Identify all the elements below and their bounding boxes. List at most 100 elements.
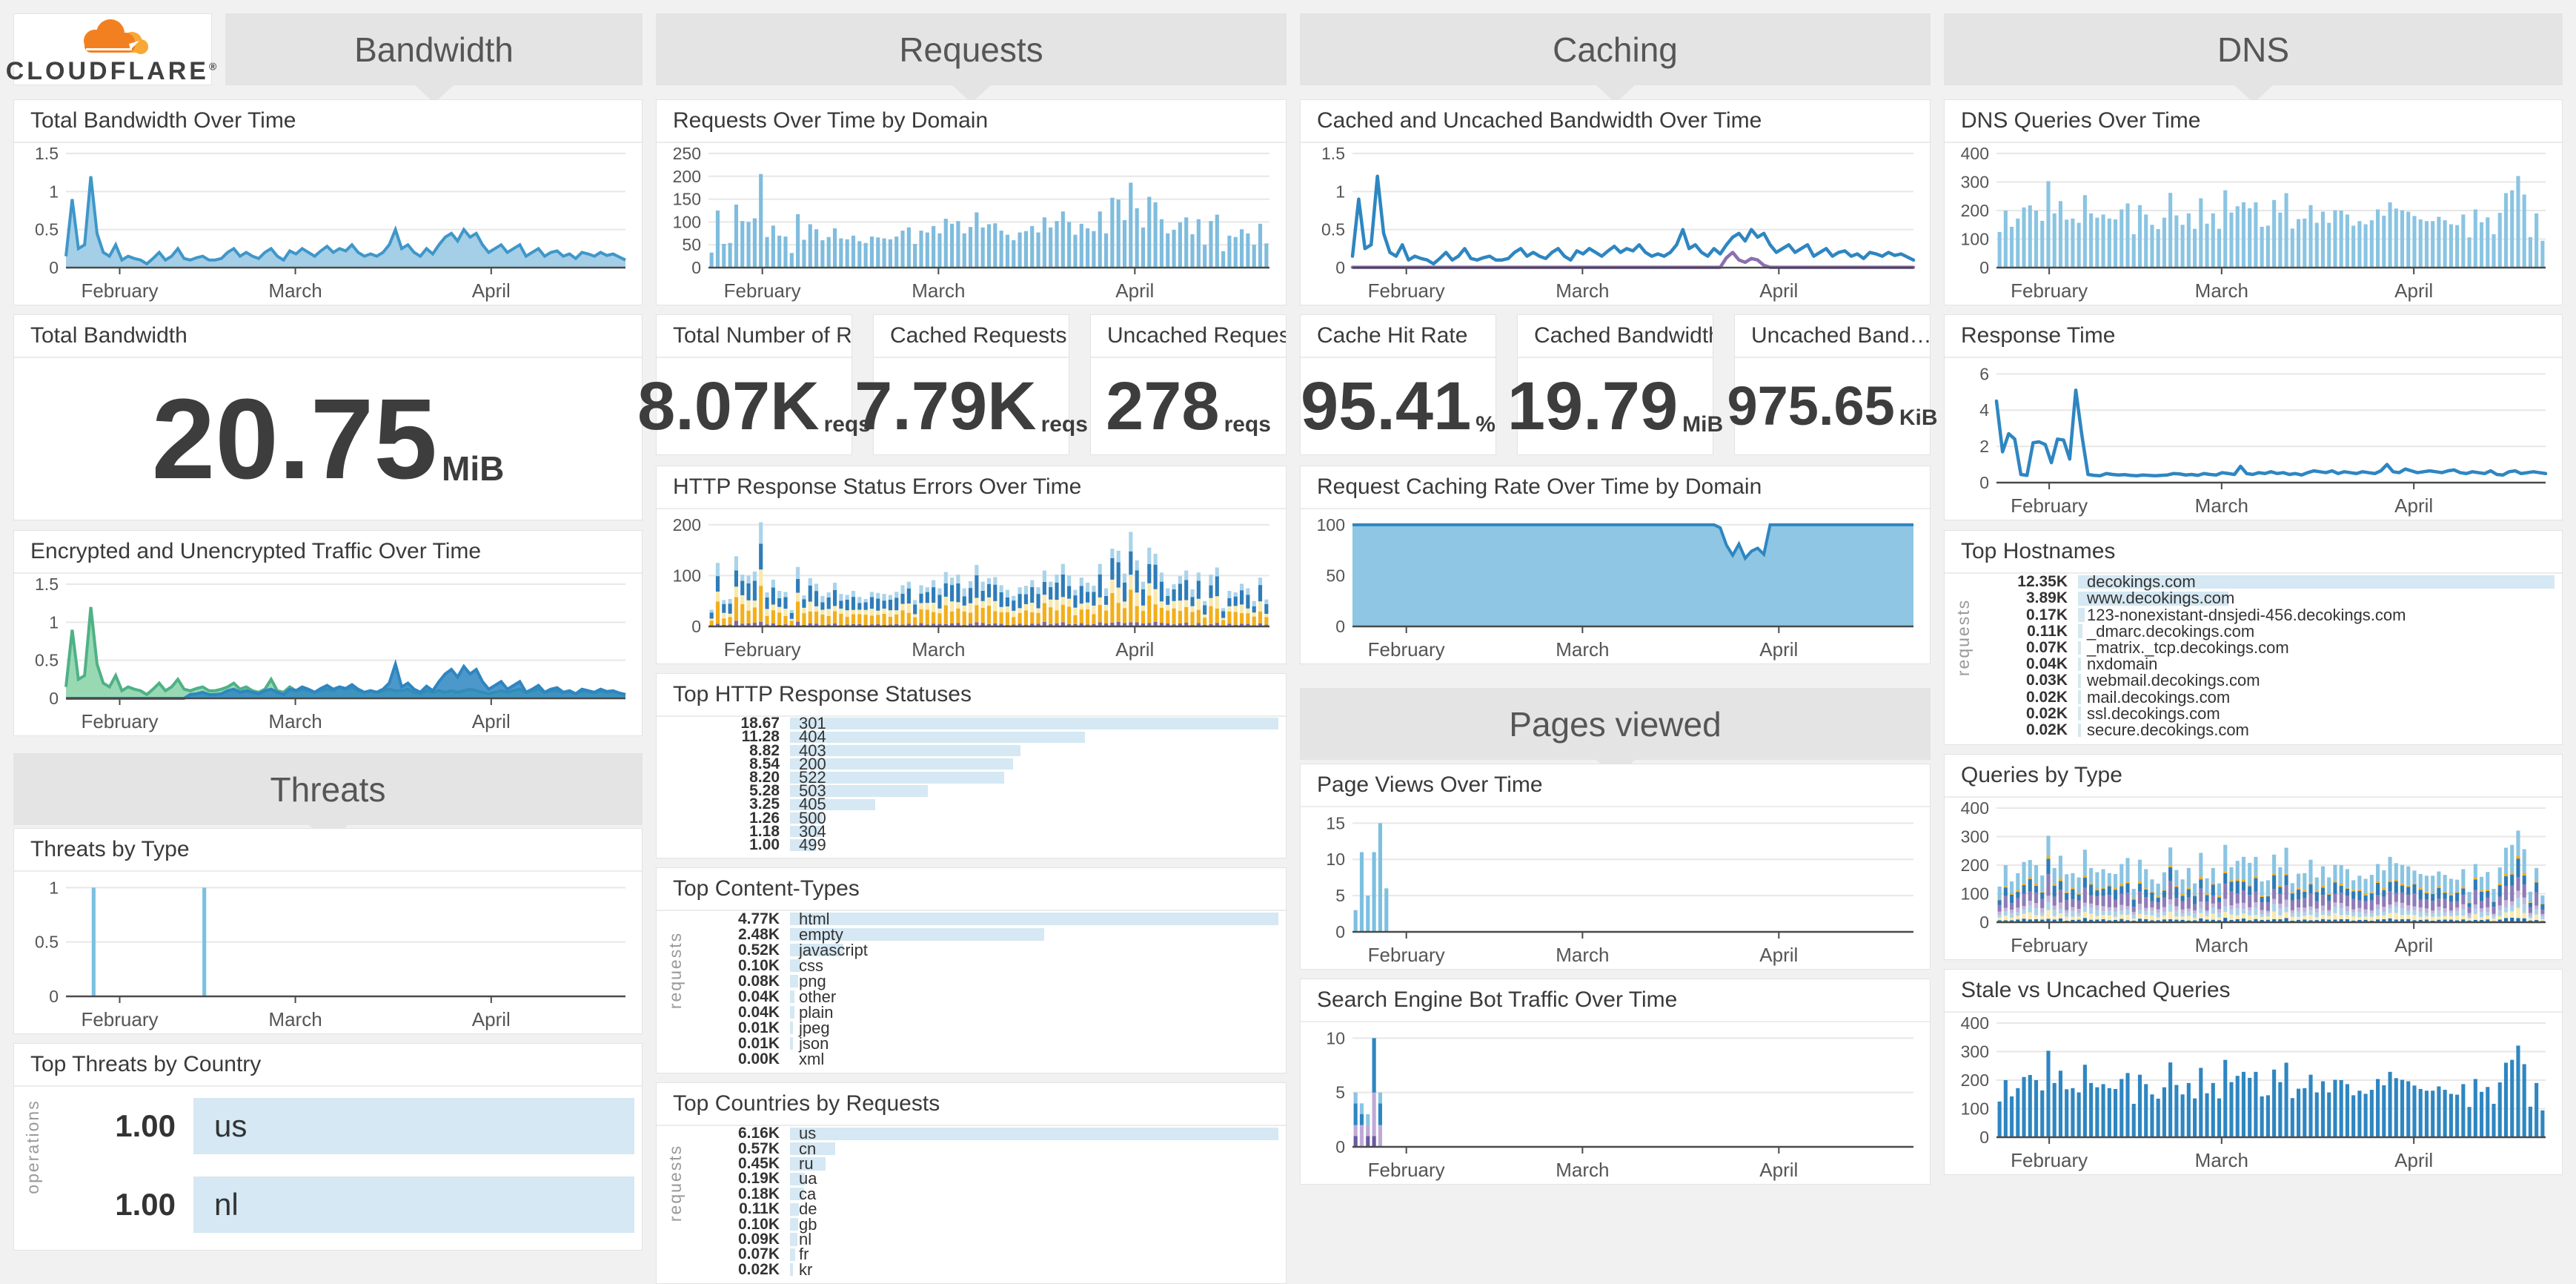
panel-cache-hit-rate: Cache Hit Rate 95.41 % [1300,314,1496,455]
list-item-label: ua [799,1169,817,1188]
list-item-bar: jpeg [790,1019,1278,1037]
list-item: 0.07K _matrix._tcp.decokings.com [1988,638,2555,657]
total-bandwidth-over-time-chart[interactable]: 0 0.5 1 1.5 February March April [17,143,639,303]
list-item-value: 0.18K [737,1185,780,1202]
list-item-bar: 522 [790,768,1278,787]
list-item-bar: webmail.decokings.com [2078,671,2555,689]
metric-unit: MiB [442,449,505,488]
svg-text:100: 100 [1961,230,1989,249]
svg-text:April: April [2394,934,2433,956]
svg-text:March: March [2195,934,2248,956]
section-header-requests: Requests [656,13,1287,103]
svg-text:March: March [1556,1159,1609,1181]
panel-stale-uncached-queries: Stale vs Uncached Queries 0 100 200 300 400 F… [1944,969,2563,1175]
list-item-bar: de [790,1199,1278,1218]
svg-text:1.5: 1.5 [35,144,59,163]
svg-text:April: April [472,1008,511,1030]
list-item: 0.10K css [700,956,1278,975]
panel-top-content-types: Top Content-Types 4.77K html 2.48K empty 0.5… [656,867,1287,1073]
list-item: 1.00 us [57,1087,634,1165]
panel-title: Requests Over Time by Domain [657,100,1286,143]
svg-text:February: February [724,279,801,302]
list-item-label: ssl.decokings.com [2087,704,2220,723]
list-item-bar: png [790,972,1278,990]
svg-text:100: 100 [1961,1099,1989,1119]
panel-title: Top Hostnames [1945,531,2562,574]
total-requests-value-card: 8.07K reqs [637,358,871,454]
list-item-bar: mail.decokings.com [2078,688,2555,706]
y-axis-label: operations [23,1099,42,1194]
section-header-pages-viewed-label: Pages viewed [1509,704,1722,744]
y-axis-label: requests [1953,598,1973,677]
dns-queries-chart[interactable]: 0 100 200 300 400 February March April [1948,143,2559,303]
metric-unit: MiB [1682,412,1724,437]
section-header-pages-viewed: Pages viewed [1300,688,1931,778]
list-item-bar: css [790,956,1278,975]
page-views-chart[interactable]: 0 5 10 15 February March April [1304,807,1927,967]
list-item-value: 3.89K [2025,589,2068,607]
metric-unit: KiB [1899,406,1938,430]
request-caching-rate-chart[interactable]: 0 50 100 February March April [1304,509,1927,662]
list-item-bar: 499 [790,835,1278,854]
list-item: 0.45K ru [700,1154,1278,1173]
encrypted-unencrypted-traffic-chart[interactable]: 0 0.5 1 1.5 February March April [17,574,639,734]
list-item-value: 8.54 [749,755,780,772]
list-item-label: 404 [799,727,826,747]
svg-text:April: April [1759,279,1798,302]
http-response-errors-chart[interactable]: 0 100 200 February March April [660,509,1283,662]
svg-text:February: February [81,1008,158,1030]
panel-title: Top Threats by Country [14,1044,642,1087]
section-header-bandwidth-label: Bandwidth [354,30,514,69]
svg-text:February: February [2011,494,2088,517]
top-countries-list: 6.16K us 0.57K cn 0.45K ru 0.19K ua 0.18K ca 0.11K… [663,1124,1278,1279]
list-item-value: 1.00 [115,1187,176,1222]
list-item-bar: javascript [790,941,1278,959]
requests-over-time-chart[interactable]: 0 50 100 150 200 250 February March April [660,143,1283,303]
svg-text:March: March [2195,494,2248,517]
response-time-chart[interactable]: 0 2 4 6 February March April [1948,358,2559,518]
list-item: 0.04K other [700,987,1278,1006]
list-item-bar: xml [790,1050,1278,1068]
list-item-value: 0.00K [737,1050,780,1068]
svg-text:1.5: 1.5 [1321,144,1345,163]
svg-text:0: 0 [1979,258,1989,277]
list-item-bar: fr [790,1245,1278,1263]
list-item: 2.48K empty [700,925,1278,944]
uncached-requests-value-card: 278 reqs [1091,358,1286,454]
svg-text:March: March [1556,638,1609,661]
stale-uncached-queries-chart[interactable]: 0 100 200 300 400 February March April [1948,1013,2559,1173]
svg-text:4: 4 [1979,400,1989,420]
svg-text:50: 50 [1326,566,1345,585]
list-item-value: 0.02K [2025,721,2068,738]
list-item: 8.20 522 [700,768,1278,787]
list-item: 4.77K html [700,910,1278,928]
list-item-value: 11.28 [741,728,780,746]
svg-text:1: 1 [49,182,59,201]
list-item-label: nl [214,1187,239,1222]
list-item-bar: kr [790,1260,1278,1279]
svg-text:300: 300 [1961,1042,1989,1062]
threats-by-type-chart[interactable]: 0 0.5 1 February March April [17,872,639,1032]
panel-title: HTTP Response Status Errors Over Time [657,466,1286,509]
panel-queries-by-type: Queries by Type 0 100 200 300 400 February Mar… [1944,754,2563,960]
section-header-requests-label: Requests [899,30,1043,69]
cached-uncached-bandwidth-chart[interactable]: 0 0.5 1 1.5 February March April [1304,143,1927,303]
list-item-bar: nxdomain [2078,655,2555,673]
list-item-label: us [799,1124,817,1143]
list-item-label: _dmarc.decokings.com [2087,621,2255,641]
list-item: 0.18K ca [700,1185,1278,1203]
list-item-label: 503 [799,781,826,801]
cached-requests-value-card: 7.79K reqs [854,358,1088,454]
queries-by-type-chart[interactable]: 0 100 200 300 400 February March April [1948,798,2559,958]
svg-text:100: 100 [673,212,701,231]
list-item-bar: 301 [790,714,1278,732]
list-item-label: de [799,1199,817,1219]
panel-cached-uncached-bandwidth: Cached and Uncached Bandwidth Over Time … [1300,99,1931,305]
svg-text:April: April [2394,1149,2433,1171]
svg-text:200: 200 [673,515,701,535]
svg-text:300: 300 [1961,827,1989,847]
list-item-bar: cn [790,1139,1278,1158]
list-item-value: 1.26 [749,809,780,827]
search-bot-traffic-chart[interactable]: 0 5 10 February March April [1304,1022,1927,1182]
